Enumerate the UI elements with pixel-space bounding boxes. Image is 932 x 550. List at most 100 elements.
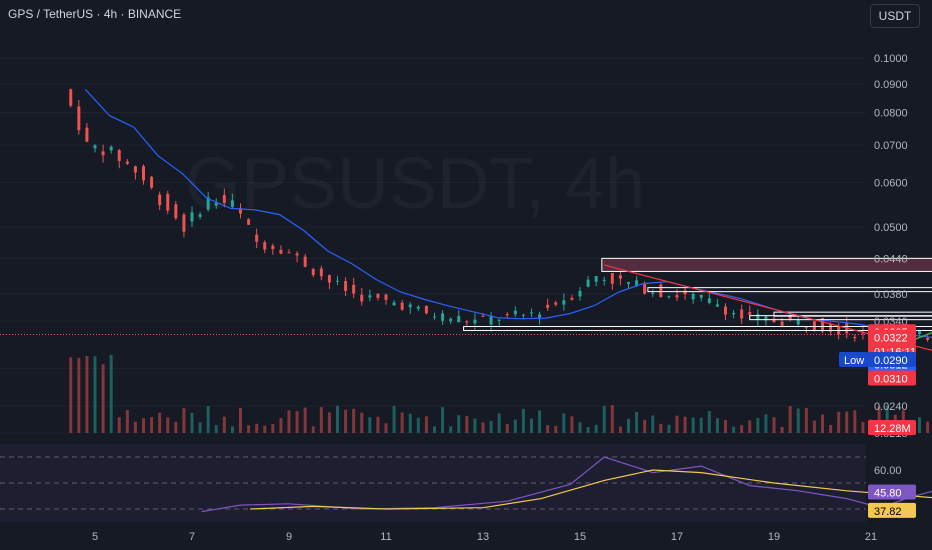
candle — [133, 166, 137, 173]
resistance-zone — [601, 257, 932, 272]
volume-bar — [521, 408, 525, 433]
volume-bar — [433, 426, 436, 433]
candle — [546, 304, 550, 308]
volume-bar — [578, 422, 582, 433]
volume-bar — [651, 415, 655, 433]
volume-bar — [400, 412, 404, 433]
rsi-ma-tag: 37.82 — [874, 506, 902, 518]
volume-bar — [635, 412, 639, 433]
candle — [117, 150, 121, 161]
price-tick-label: 0.1000 — [874, 53, 908, 65]
candle — [772, 318, 776, 323]
candle — [441, 313, 445, 321]
candle — [465, 321, 469, 323]
volume-bar — [505, 424, 509, 433]
candle — [271, 245, 275, 250]
volume-bar — [368, 417, 372, 433]
candle — [594, 276, 598, 282]
volume-bar — [408, 413, 412, 433]
volume-bar — [360, 412, 364, 433]
chart-title: GPS / TetherUS · 4h · BINANCE — [8, 7, 182, 21]
low-label: Low — [844, 355, 864, 367]
volume-bar — [683, 416, 687, 433]
candle — [918, 330, 921, 335]
volume-bar — [206, 405, 210, 433]
price-tick-label: 0.0500 — [874, 222, 908, 234]
candle — [659, 284, 663, 298]
candle — [570, 297, 574, 300]
volume-bar — [311, 426, 315, 433]
volume-bar — [279, 418, 283, 433]
volume-bar — [829, 424, 833, 433]
price-tick-label: 0.0240 — [874, 401, 908, 413]
candle — [344, 281, 348, 291]
rsi-ma-tag-bg — [868, 502, 916, 518]
volume-bar — [69, 357, 73, 433]
candle — [287, 252, 291, 254]
volume-tag-bg — [868, 420, 916, 435]
candle — [627, 282, 630, 284]
volume-bar — [101, 364, 105, 433]
level-tag-bg — [868, 370, 916, 386]
volume-bar — [489, 420, 493, 433]
candle — [505, 314, 509, 316]
volume-bar — [538, 410, 542, 433]
volume-bar — [513, 419, 517, 433]
volume-bar — [150, 417, 154, 433]
level-tag: 0.0310 — [874, 373, 908, 385]
candle — [521, 314, 525, 316]
candle — [489, 316, 493, 325]
volume-bar — [133, 421, 137, 433]
volume-bar — [255, 423, 259, 433]
candle — [457, 316, 461, 323]
volume-bar — [602, 405, 606, 433]
volume-bar — [796, 408, 800, 433]
volume-bar — [740, 425, 744, 433]
candle — [586, 279, 590, 287]
candle — [780, 321, 784, 326]
level-box — [463, 325, 932, 331]
candle — [635, 280, 639, 287]
level-box — [749, 315, 932, 321]
date-tick-label: 13 — [477, 531, 489, 543]
volume-bar — [125, 409, 129, 433]
volume-bar — [659, 423, 663, 433]
candle — [554, 302, 558, 305]
volume-bar — [618, 426, 622, 433]
rsi-ma-line — [250, 469, 932, 510]
candle — [198, 214, 202, 217]
volume-bar — [780, 426, 784, 433]
candle — [513, 310, 517, 315]
currency-button[interactable]: USDT — [870, 4, 920, 28]
date-tick-label: 15 — [574, 531, 586, 543]
volume-bar — [530, 418, 533, 433]
volume-bar — [885, 405, 889, 433]
volume-bar — [724, 419, 727, 433]
candle — [667, 296, 671, 298]
candle — [715, 304, 719, 307]
candle — [109, 146, 113, 151]
volume-bar — [117, 417, 121, 433]
candle — [473, 319, 477, 324]
volume-tag: 12.28M — [874, 423, 911, 435]
date-tick-label: 7 — [189, 531, 195, 543]
candle — [150, 176, 154, 188]
volume-bar — [174, 421, 178, 433]
volume-bar — [319, 407, 323, 433]
candle — [214, 202, 218, 206]
volume-bar — [732, 426, 736, 433]
volume-bar — [853, 410, 857, 433]
candle — [829, 324, 833, 332]
volume-bar — [562, 413, 566, 433]
candle — [481, 315, 485, 317]
volume-bar — [667, 424, 671, 433]
candle — [812, 321, 816, 331]
low-value-tag: 0.0290 — [874, 355, 908, 367]
low-label-bg — [839, 352, 868, 368]
volume-bar — [586, 426, 590, 433]
candle — [675, 295, 679, 298]
candle — [643, 283, 647, 294]
date-tick-label: 9 — [286, 531, 292, 543]
volume-bar — [449, 426, 453, 433]
